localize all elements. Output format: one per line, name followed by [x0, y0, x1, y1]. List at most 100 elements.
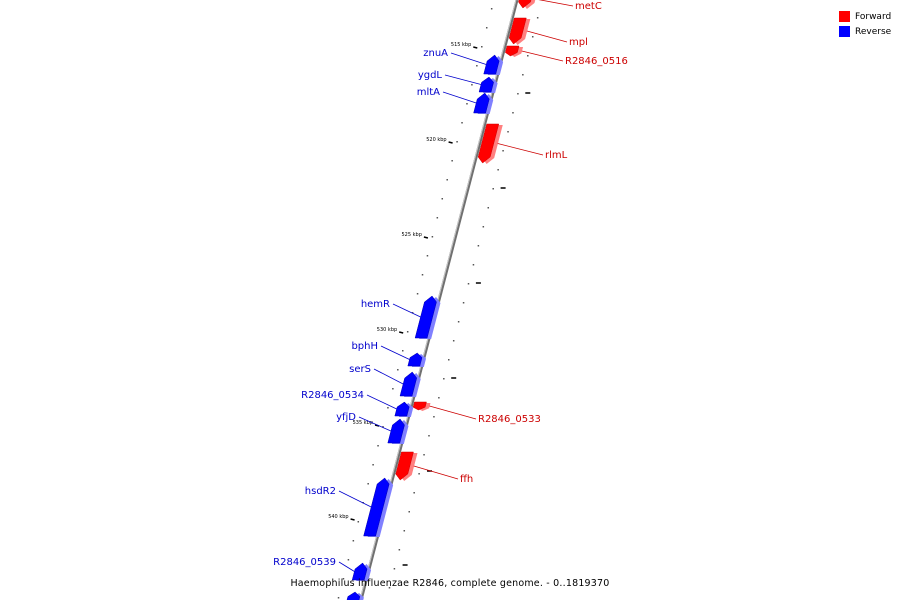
legend-forward: Forward — [839, 9, 899, 24]
ruler-dot-right — [487, 207, 490, 209]
gene-leader-line — [497, 143, 544, 156]
gene-body — [395, 451, 414, 481]
ruler-dot-left — [481, 46, 483, 48]
gene-body — [518, 0, 532, 9]
tick-labels: 515 kbp 520 kbp 525 kbp 530 kbp 535 kbp 540 k… — [328, 42, 531, 566]
gene-body — [478, 76, 494, 93]
gene-R2846_0539: R2846_0539 — [273, 557, 372, 581]
ruler-dot-left — [402, 350, 404, 352]
gene-body — [394, 401, 410, 417]
ruler-dot-left — [490, 8, 493, 10]
ruler-dot-left — [421, 274, 424, 276]
gene-mltA: mltA — [417, 87, 494, 114]
gene-leader-line — [450, 52, 487, 65]
ruler-dot-left — [347, 559, 350, 561]
gene-leader-line — [366, 394, 397, 410]
gene-label: znuA — [423, 48, 448, 59]
gene-rlmL: rlmL — [477, 123, 568, 164]
gene-yfjD: yfjD — [336, 412, 409, 444]
ruler-dot-right — [492, 188, 494, 190]
gene-leader-line — [442, 91, 477, 104]
gene-metC: metC — [518, 0, 602, 12]
forward-swatch — [839, 11, 850, 22]
gene-label: R2846_0533 — [478, 414, 541, 425]
gene-label: mpl — [569, 37, 588, 48]
reverse-swatch — [839, 26, 850, 37]
ruler-dot-right — [531, 36, 534, 38]
gene-R2846_0516: R2846_0516 — [505, 45, 628, 67]
gene-body — [351, 562, 368, 581]
ruler-dot-right — [512, 112, 514, 114]
gene-label: ygdL — [418, 70, 443, 81]
gene-hemR: hemR — [361, 295, 441, 339]
ruler-dot-left — [466, 103, 468, 105]
ruler-dot-left — [476, 65, 478, 67]
ruler-dot-left — [337, 597, 340, 599]
ruler-dot-right — [423, 454, 425, 456]
ruler-dot-left — [461, 122, 463, 124]
gene-leader-line — [338, 561, 355, 572]
legend-forward-label: Forward — [855, 11, 892, 22]
ruler-dot-left — [387, 407, 389, 409]
ruler-dot-left — [372, 464, 374, 466]
ruler-dot-left — [446, 179, 448, 181]
ruler-dot-right — [482, 226, 485, 228]
gene-bphH: bphH — [351, 341, 427, 367]
ruler-dot-left — [441, 198, 444, 200]
gene-leader-line — [392, 303, 421, 318]
ruler-dot-right — [433, 416, 435, 418]
ruler-dot-left — [357, 521, 360, 523]
ruler-dot-right — [428, 435, 430, 437]
ruler-dot-right — [467, 283, 470, 285]
ruler-dot-right — [438, 397, 440, 399]
ruler-dot-left — [352, 540, 355, 542]
gene-label: hsdR2 — [305, 486, 336, 497]
ruler-dot-right — [497, 169, 499, 171]
gene-body — [407, 352, 423, 367]
tick-label: 540 kbp — [328, 514, 348, 520]
major-tick — [448, 141, 453, 144]
gene-features: metC mpl R2846_0516 znuA ygdL mltA rlmL hemR bph… — [273, 0, 628, 600]
ruler-dot-right — [388, 587, 391, 589]
ruler-dot-left — [485, 27, 488, 29]
gene-leader-line — [380, 345, 410, 360]
ruler-dot-right — [457, 321, 460, 323]
ruler-dot-right — [418, 473, 420, 475]
gene-R2846_0533: R2846_0533 — [412, 401, 541, 425]
ruler-dot-right — [472, 264, 475, 266]
ruler-dot-left — [377, 445, 379, 447]
ruler-dot-left — [416, 293, 419, 295]
ruler-dot-right — [462, 302, 465, 304]
ruler-dot-left — [397, 369, 399, 371]
ruler-dot-right — [527, 55, 529, 57]
gene-serS: serS — [349, 364, 421, 397]
gene-label: metC — [575, 1, 602, 12]
gene-label: yfjD — [336, 412, 356, 423]
gene-leader-line — [521, 50, 564, 62]
ruler-dot-left — [426, 255, 429, 257]
ruler-dot-right — [413, 492, 415, 494]
gene-znuA: znuA — [423, 48, 504, 75]
gene-leader-line — [429, 405, 477, 420]
ruler-dot-right — [522, 74, 524, 76]
gene-hsdR2: hsdR2 — [305, 477, 394, 537]
ruler-dot-right — [536, 17, 539, 19]
gene-label: serS — [349, 364, 371, 375]
ruler-dot-right — [477, 245, 480, 247]
gene-body — [412, 401, 427, 411]
genome-caption: Haemophilus influenzae R2846, complete g… — [290, 578, 610, 589]
major-tick — [350, 518, 355, 521]
gene-ygdL: ygdL — [418, 70, 498, 93]
ruler-dot-right — [517, 93, 519, 95]
gene-label: bphH — [351, 341, 378, 352]
ruler-dot-right — [408, 511, 410, 513]
gene-body — [387, 418, 405, 444]
ruler-dot-left — [471, 84, 473, 86]
gene-body — [363, 477, 390, 537]
gene-body — [483, 54, 500, 75]
ruler-dot-right — [448, 359, 450, 361]
ruler-dot-left — [436, 217, 439, 219]
gene-label: hemR — [361, 299, 390, 310]
ruler-dot-left — [431, 236, 434, 238]
